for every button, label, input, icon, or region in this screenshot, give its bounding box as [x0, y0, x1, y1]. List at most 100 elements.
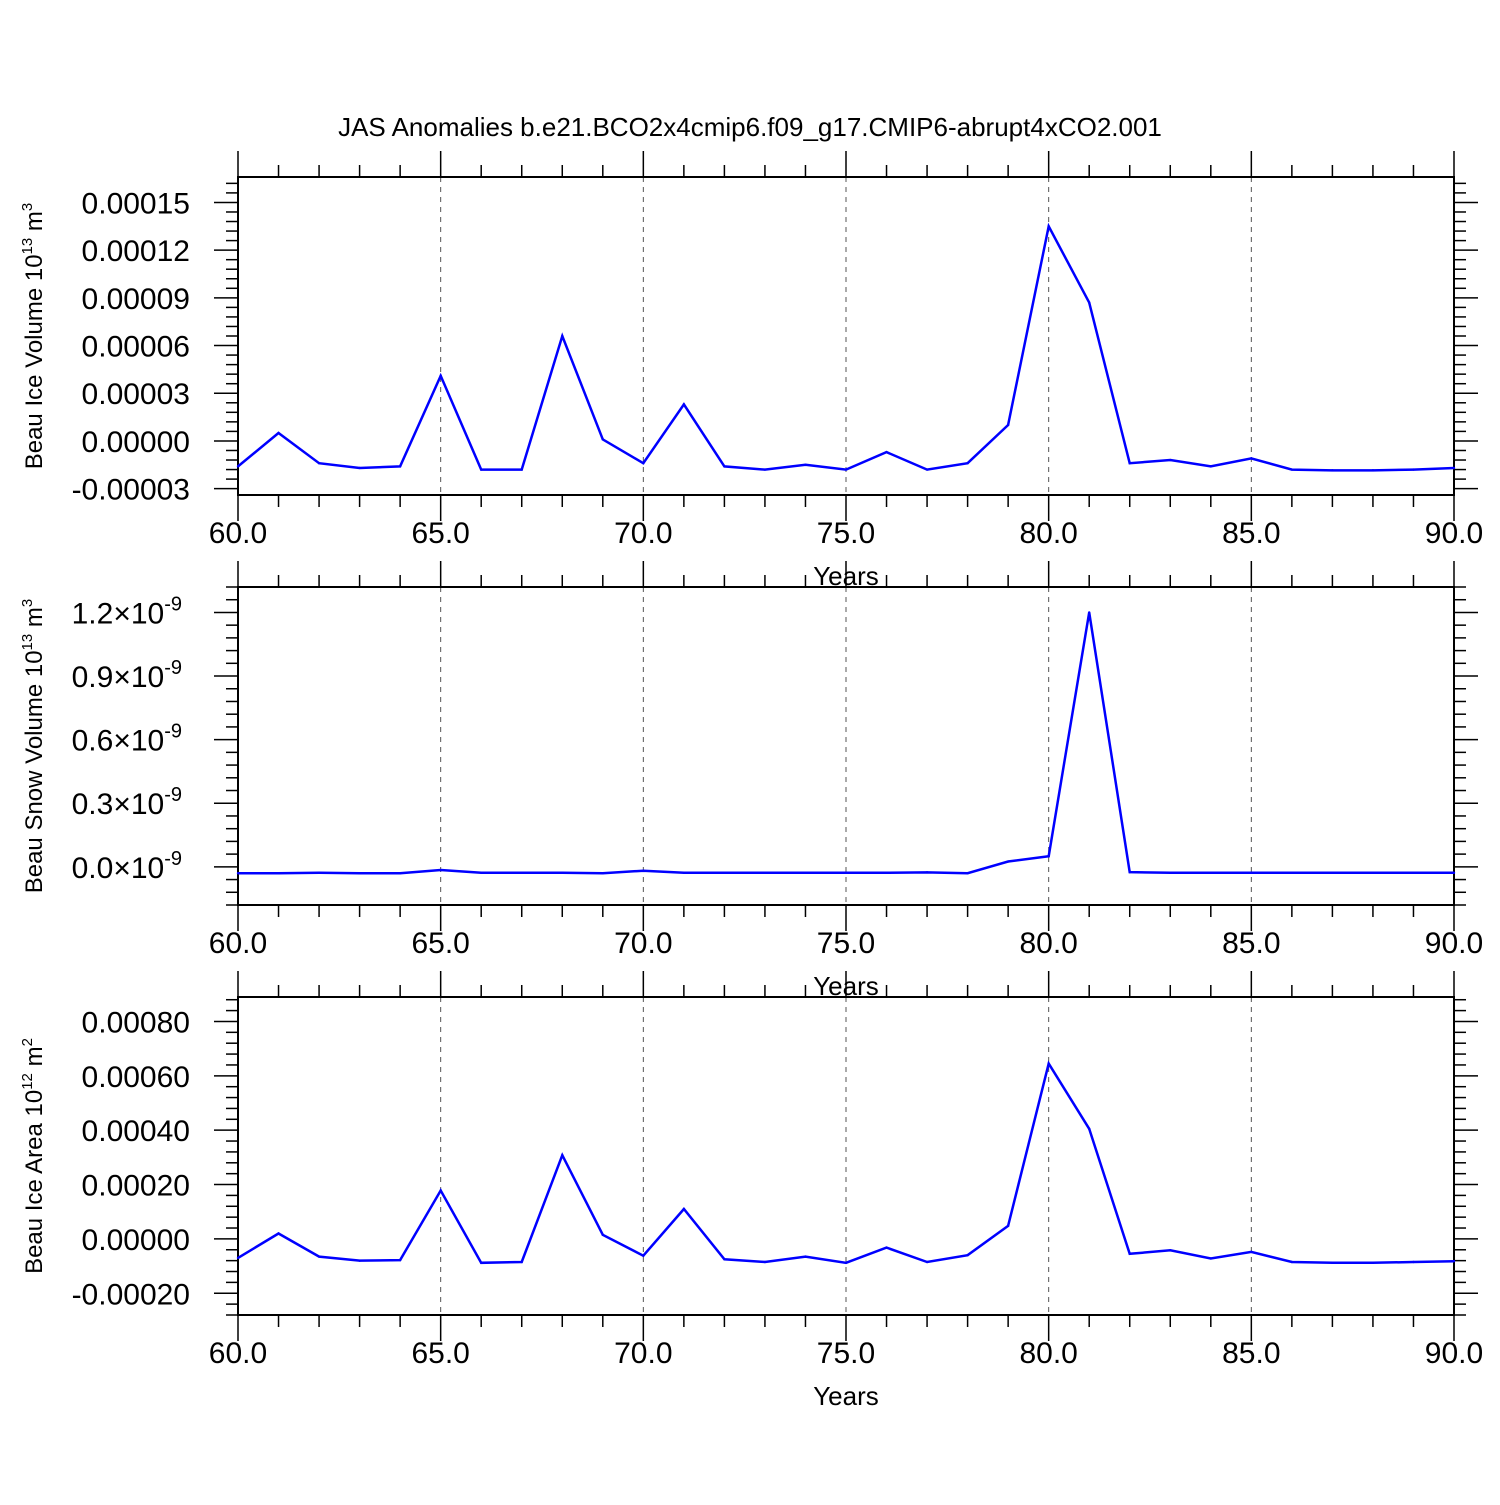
data-point: [398, 1258, 402, 1262]
data-point: [1250, 871, 1253, 874]
y-tick-label: 0.00015: [82, 187, 190, 220]
x-tick-label: 85.0: [1222, 927, 1280, 960]
data-point: [885, 1246, 888, 1249]
y-tick-label: 0.00006: [82, 331, 190, 364]
x-axis-label: Years: [813, 1381, 879, 1411]
data-point: [358, 466, 361, 470]
data-point: [1412, 871, 1415, 874]
data-point: [358, 872, 361, 875]
x-tick-label: 65.0: [411, 517, 469, 550]
panel-1: 60.0 65.0 70.0 75.0 80.0 85.0 90.0Years0.00015…: [19, 151, 1483, 591]
data-point: [966, 462, 969, 465]
panel-2: 60.0 65.0 70.0 75.0 80.0 85.0 90.0Years1.2×10-…: [19, 561, 1483, 1001]
data-point: [1290, 468, 1294, 471]
data-point: [1006, 860, 1010, 863]
y-tick-label: 1.2×10-9: [72, 593, 182, 630]
data-point: [763, 1260, 767, 1264]
data-point: [844, 1261, 848, 1265]
x-tick-label: 90.0: [1425, 927, 1483, 960]
data-point: [925, 871, 929, 874]
y-tick-label: 0.00040: [82, 1115, 190, 1148]
y-tick-label: 0.0×10-9: [72, 848, 182, 885]
data-point: [277, 872, 280, 875]
y-tick-label: -0.00003: [72, 474, 190, 507]
x-tick-label: 70.0: [614, 927, 672, 960]
data-point: [1452, 466, 1456, 470]
data-point: [844, 468, 848, 471]
plot-frame: [237, 996, 1455, 1316]
data-point: [398, 465, 402, 468]
data-point: [1412, 468, 1415, 471]
data-point: [236, 872, 240, 875]
data-point: [885, 871, 888, 874]
data-point: [763, 468, 767, 471]
data-point: [277, 431, 280, 435]
x-tick-label: 80.0: [1019, 517, 1077, 550]
data-point: [1047, 225, 1050, 228]
data-point: [1047, 855, 1050, 858]
data-point: [1128, 1252, 1131, 1256]
y-axis-label: Beau Ice Volume 1013 m3: [19, 203, 48, 470]
panel-3: 60.0 65.0 70.0 75.0 80.0 85.0 90.0 Years 0.00080…: [19, 971, 1483, 1411]
x-tick-label: 75.0: [817, 927, 875, 960]
data-point: [682, 403, 686, 406]
plot-frame: [237, 586, 1455, 906]
data-point: [804, 871, 807, 874]
x-tick-label: 90.0: [1425, 517, 1483, 550]
data-point: [1331, 469, 1334, 472]
data-point: [723, 1258, 726, 1261]
y-tick-label: 0.00080: [82, 1006, 190, 1039]
y-tick-label: -0.00020: [72, 1278, 190, 1311]
data-point: [804, 1255, 807, 1258]
data-point: [520, 871, 523, 874]
data-point: [398, 872, 402, 875]
x-tick-label: 65.0: [411, 927, 469, 960]
x-tick-label: 60.0: [209, 927, 267, 960]
x-tick-label: 75.0: [817, 1337, 875, 1370]
y-tick-label: 0.9×10-9: [72, 657, 182, 694]
y-tick-label: 0.00020: [82, 1170, 190, 1203]
data-point: [723, 871, 726, 874]
x-tick-label: 85.0: [1222, 1337, 1280, 1370]
data-point: [1047, 1062, 1050, 1065]
y-tick-label: 0.00000: [82, 426, 190, 459]
data-point: [480, 1261, 483, 1265]
data-point: [1250, 1250, 1253, 1254]
data-point: [1452, 871, 1456, 874]
data-point: [723, 465, 726, 468]
data-point: [480, 468, 483, 471]
data-point: [480, 871, 483, 874]
x-tick-label: 80.0: [1019, 927, 1077, 960]
data-point: [1088, 611, 1091, 614]
data-point: [1290, 871, 1294, 874]
data-point: [1088, 1127, 1091, 1131]
data-point: [236, 1256, 240, 1260]
data-point: [925, 468, 929, 471]
data-point: [561, 334, 564, 338]
data-point: [561, 1153, 564, 1157]
data-point: [520, 1260, 523, 1264]
data-point: [925, 1260, 929, 1264]
data-point: [1169, 458, 1172, 462]
y-tick-label: 0.00012: [82, 235, 190, 268]
data-point: [601, 1233, 604, 1237]
data-point: [317, 1255, 321, 1258]
x-tick-label: 75.0: [817, 517, 875, 550]
data-point: [601, 438, 604, 441]
data-point: [804, 463, 807, 466]
data-point: [642, 869, 645, 872]
y-tick-label: 0.00003: [82, 378, 190, 411]
data-point: [1128, 462, 1131, 465]
data-point: [642, 462, 645, 465]
y-tick-label: 0.3×10-9: [72, 784, 182, 821]
y-tick-label: 0.6×10-9: [72, 721, 182, 758]
figure-title: JAS Anomalies b.e21.BCO2x4cmip6.f09_g17.…: [338, 112, 1162, 142]
data-point: [885, 450, 888, 454]
data-point: [317, 871, 321, 874]
y-axis-label: Beau Ice Area 1012 m2: [19, 1038, 48, 1274]
data-point: [439, 868, 442, 872]
data-point: [439, 374, 442, 377]
data-point: [1331, 871, 1334, 874]
